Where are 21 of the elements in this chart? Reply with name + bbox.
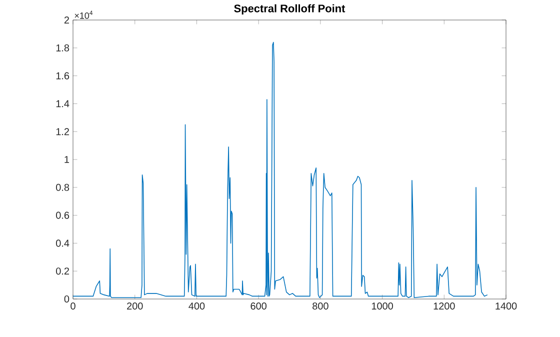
chart-title: Spectral Rolloff Point: [234, 4, 346, 14]
text: ×10$^{4}$: [74, 10, 93, 19]
x-tick-label: 800: [312, 302, 328, 310]
x-tick-label: 0: [70, 302, 76, 310]
x-tick-label: 600: [250, 302, 266, 310]
y-tick-label: 0.8: [56, 184, 70, 191]
y-tick-label: 1.8: [56, 44, 70, 52]
y-tick-label: 1.2: [56, 128, 69, 136]
y-tick-label: 0.2: [56, 268, 69, 275]
x-tick-label: 1000: [372, 302, 393, 310]
x-tick-label: 1400: [496, 302, 517, 310]
x-tick-label: 400: [188, 302, 205, 310]
y-tick-label: 0.4: [56, 240, 70, 247]
y-tick-label: 2: [64, 16, 69, 24]
x-tick-label: 1200: [434, 302, 455, 310]
y-tick-label: 0.6: [56, 212, 70, 219]
y-tick-label: 0: [64, 295, 70, 303]
x-tick-label: 200: [127, 302, 143, 310]
y-tick-label: 1.4: [56, 100, 70, 108]
y-tick-label: 1: [64, 156, 70, 163]
y-tick-label: 1.6: [56, 72, 70, 80]
